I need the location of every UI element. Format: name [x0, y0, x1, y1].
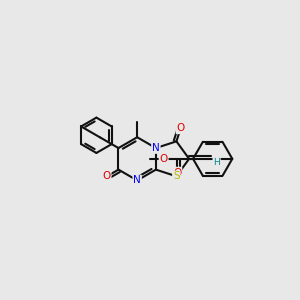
Text: O: O: [176, 123, 185, 133]
Text: O: O: [103, 172, 111, 182]
Text: S: S: [173, 171, 180, 181]
Text: O: O: [160, 154, 168, 164]
Text: N: N: [133, 176, 141, 185]
Text: N: N: [152, 143, 160, 153]
Text: H: H: [213, 158, 220, 167]
Text: O: O: [173, 168, 182, 178]
